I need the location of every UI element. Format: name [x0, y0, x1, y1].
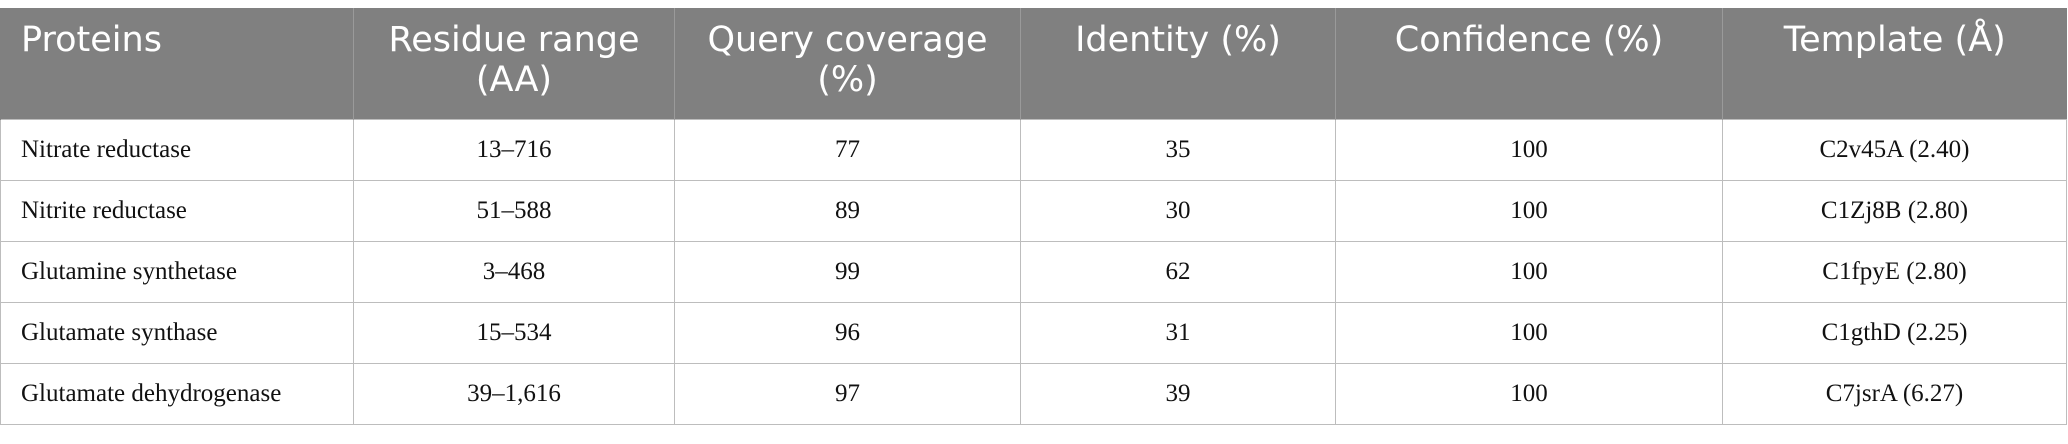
table-row: Nitrite reductase 51–588 89 30 100 C1Zj8B (2.…: [0, 179, 2067, 242]
table-cell: Nitrate reductase: [0, 118, 354, 181]
table-cell: 39–1,616: [353, 362, 675, 425]
table-cell: 77: [674, 118, 1021, 181]
table-cell: C2v45A (2.40): [1722, 118, 2067, 181]
table-cell: C1fpyE (2.80): [1722, 240, 2067, 303]
table-row: Nitrate reductase 13–716 77 35 100 C2v45A (2.…: [0, 118, 2067, 181]
table-row: Glutamine synthetase 3–468 99 62 100 C1fpyE (…: [0, 240, 2067, 303]
data-table: Proteins Residue range (AA) Query coverage…: [0, 8, 2067, 425]
table-cell: 30: [1020, 179, 1336, 242]
header-cell: Identity (%): [1020, 8, 1336, 119]
table-cell: 15–534: [353, 301, 675, 364]
header-cell: Residue range (AA): [353, 8, 675, 119]
header-cell: Template (Å): [1722, 8, 2067, 119]
table-body: Nitrate reductase 13–716 77 35 100 C2v45A (2.…: [0, 118, 2067, 425]
table-cell: 100: [1335, 240, 1723, 303]
header-cell: Confidence (%): [1335, 8, 1723, 119]
table-cell: 35: [1020, 118, 1336, 181]
table-cell: 100: [1335, 179, 1723, 242]
table-cell: 89: [674, 179, 1021, 242]
table-cell: C1Zj8B (2.80): [1722, 179, 2067, 242]
table-cell: 99: [674, 240, 1021, 303]
table-cell: Glutamate synthase: [0, 301, 354, 364]
table-cell: 100: [1335, 362, 1723, 425]
header-row: Proteins Residue range (AA) Query coverage…: [0, 8, 2067, 119]
header-cell: Query coverage (%): [674, 8, 1021, 119]
table-row: Glutamate dehydrogenase 39–1,616 97 39 100 C7…: [0, 362, 2067, 425]
table-cell: 3–468: [353, 240, 675, 303]
table-cell: Nitrite reductase: [0, 179, 354, 242]
header-cell: Proteins: [0, 8, 354, 119]
table-cell: 100: [1335, 118, 1723, 181]
table-cell: 39: [1020, 362, 1336, 425]
table-cell: 62: [1020, 240, 1336, 303]
table-cell: Glutamate dehydrogenase: [0, 362, 354, 425]
table-cell: 13–716: [353, 118, 675, 181]
table-cell: C7jsrA (6.27): [1722, 362, 2067, 425]
table-cell: 96: [674, 301, 1021, 364]
table-cell: 31: [1020, 301, 1336, 364]
table-row: Glutamate synthase 15–534 96 31 100 C1gthD (2…: [0, 301, 2067, 364]
table-cell: C1gthD (2.25): [1722, 301, 2067, 364]
table-cell: 51–588: [353, 179, 675, 242]
table-cell: 97: [674, 362, 1021, 425]
table-cell: Glutamine synthetase: [0, 240, 354, 303]
table-cell: 100: [1335, 301, 1723, 364]
